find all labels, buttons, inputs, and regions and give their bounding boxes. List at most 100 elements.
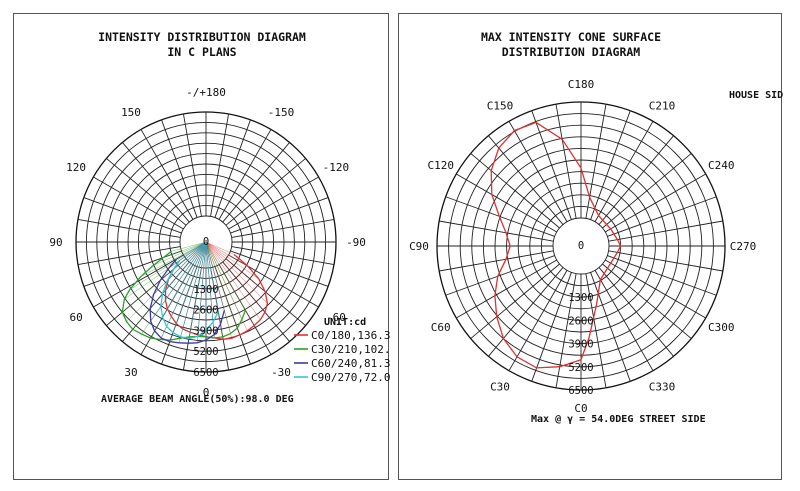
series-ray (166, 241, 207, 327)
series-ray (205, 241, 261, 320)
series-ray (163, 241, 207, 258)
angle-tick-label: C210 (649, 100, 676, 113)
radial-tick-label: 5200 (193, 346, 218, 358)
grid-spoke (230, 197, 329, 234)
series-line-0 (490, 121, 622, 369)
series-ray (205, 241, 246, 311)
grid-spoke (445, 255, 555, 296)
series-group (121, 241, 269, 344)
grid-spoke (445, 196, 555, 237)
label-group: -/+180 150 120 90 60 30 0 -30 -60 -90 -120 -150 1300… (49, 86, 366, 399)
series-line-3 (160, 260, 219, 340)
angle-tick-label: 150 (121, 106, 141, 119)
series-ray (205, 241, 243, 320)
grid-spoke (93, 254, 184, 308)
radial-tick-label: 3900 (193, 325, 218, 337)
grid-spoke (590, 272, 631, 382)
grid-spoke (222, 142, 290, 223)
angle-tick-label: 30 (124, 366, 137, 379)
grid-spoke (230, 250, 329, 287)
grid-spoke (605, 173, 706, 233)
grid-spoke (470, 153, 560, 229)
grid-spoke (93, 176, 184, 230)
series-ray (171, 241, 207, 252)
radial-tick-label: 2600 (568, 315, 593, 327)
series-ray (160, 241, 207, 307)
radial-tick-label: 2600 (193, 305, 218, 317)
radial-tick-label: 1300 (193, 284, 218, 296)
grid-spoke (488, 135, 564, 225)
grid-spoke (607, 255, 717, 296)
grid-spoke (508, 121, 568, 222)
grid-spoke (608, 250, 723, 272)
grid-spoke (531, 110, 572, 220)
angle-tick-label: 0 (203, 386, 210, 399)
angle-tick-label: -150 (268, 106, 295, 119)
intensity-distribution-chart: INTENSITY DISTRIBUTION DIAGRAM IN C PLAN… (49, 30, 390, 405)
series-ray (172, 241, 207, 333)
legend-entry: C0/180,136.3 (311, 329, 390, 342)
angle-tick-label: C270 (730, 240, 757, 253)
series-ray (205, 241, 235, 255)
series-ray (152, 241, 207, 266)
radial-tick-label: 6500 (193, 367, 218, 379)
polar-grid (436, 101, 726, 391)
series-ray (173, 241, 207, 270)
series-ray (129, 241, 207, 290)
grid-spoke (594, 270, 654, 371)
series-line-2 (149, 258, 225, 344)
center-label: 0 (578, 240, 584, 252)
angle-tick-label: C240 (708, 159, 735, 172)
grid-spoke (228, 176, 319, 230)
series-ray (205, 241, 266, 313)
series-ray (205, 241, 268, 304)
series-ray (205, 241, 249, 267)
grid-spoke (605, 259, 706, 319)
grid-spoke (122, 142, 190, 223)
chart-title: MAX INTENSITY CONE SURFACE (481, 30, 661, 44)
angle-tick-label: C0 (574, 402, 587, 415)
max-angle-note: Max @ γ = 54.0DEG STREET SIDE (531, 414, 706, 425)
grid-spoke (555, 273, 577, 388)
angle-tick-label: -90 (346, 236, 366, 249)
angle-tick-label: C120 (427, 159, 454, 172)
grid-spoke (182, 113, 202, 217)
grid-spoke (456, 259, 557, 319)
grid-spoke (140, 129, 194, 220)
radial-tick-label: 6500 (568, 385, 593, 397)
series-ray (180, 241, 207, 337)
grid-spoke (598, 135, 674, 225)
grid-spoke (488, 267, 564, 357)
legend-entry: C90/270,72.0 (311, 371, 390, 384)
angle-tick-label: C300 (708, 321, 735, 334)
label-group: C180 C150 C120 C90 C60 C30 C0 C330 C300 C270 C240 C… (409, 78, 756, 415)
series-ray (176, 241, 207, 260)
grid-spoke (598, 267, 674, 357)
grid-spoke (77, 246, 181, 266)
angle-tick-label: 120 (66, 161, 86, 174)
house-side-label: HOUSE SIDE (729, 90, 783, 101)
grid-spoke (225, 158, 306, 226)
max-intensity-cone-panel: MAX INTENSITY CONE SURFACE DISTRIBUTION … (398, 13, 783, 480)
radial-tick-label: 1300 (568, 292, 593, 304)
max-intensity-cone-chart: MAX INTENSITY CONE SURFACE DISTRIBUTION … (409, 30, 783, 425)
angle-tick-label: C330 (649, 380, 676, 393)
series-group (490, 121, 622, 369)
legend: UNIT:cdC0/180,136.3C30/210,102.3C60/240,… (294, 317, 390, 384)
series-ray (167, 241, 207, 281)
angle-tick-label: 60 (69, 311, 82, 324)
grid-spoke (585, 104, 607, 219)
grid-spoke (585, 273, 607, 388)
angle-tick-label: C180 (568, 78, 595, 91)
angle-tick-label: -30 (271, 366, 291, 379)
grid-spoke (470, 263, 560, 339)
series-ray (205, 241, 238, 329)
legend-entry: C30/210,102.3 (311, 343, 390, 356)
angle-tick-label: C150 (487, 100, 514, 113)
grid-spoke (439, 220, 554, 242)
series-ray (205, 241, 225, 311)
grid-spoke (83, 197, 182, 234)
chart-title: INTENSITY DISTRIBUTION DIAGRAM (98, 30, 306, 44)
grid-spoke (508, 270, 568, 371)
angle-tick-label: C90 (409, 240, 429, 253)
